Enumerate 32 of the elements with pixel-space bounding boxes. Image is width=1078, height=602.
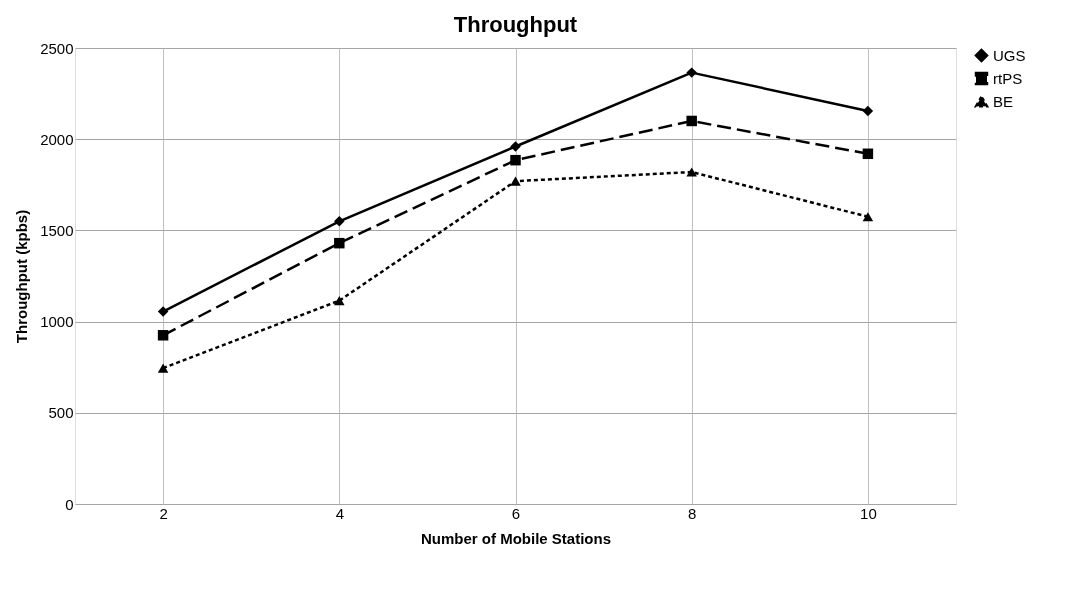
x-axis-title: Number of Mobile Stations [420,529,612,547]
point [862,105,874,117]
point [334,216,345,227]
y-axis-title: Throughput (kpbs) [13,209,31,344]
point [157,330,169,341]
point [510,154,521,166]
point [510,141,521,152]
legend-label: UGS [993,46,1026,64]
y-tick-label: 500 [48,404,74,422]
legend-label: BE [993,92,1014,110]
point [157,306,169,317]
y-tick-label: 2500 [40,39,74,57]
x-tick-label: 2 [159,504,168,522]
point [686,167,697,177]
y-tick-label: 0 [65,495,74,513]
point [334,237,345,249]
point [862,212,874,222]
x-tick-label: 6 [511,504,521,522]
y-tick-label: 1000 [40,313,74,331]
x-tick-label: 8 [688,504,697,522]
y-tick-label: 1500 [40,221,74,239]
chart-title: Throughput [453,12,578,37]
point [157,363,169,373]
x-tick-label: 10 [860,504,877,522]
point [686,115,697,127]
point [510,176,521,186]
point [862,148,874,160]
y-tick-label: 2000 [40,130,74,148]
point [686,67,697,78]
x-tick-label: 4 [335,504,344,522]
point [334,296,345,306]
legend-label: rtPS [993,69,1023,87]
